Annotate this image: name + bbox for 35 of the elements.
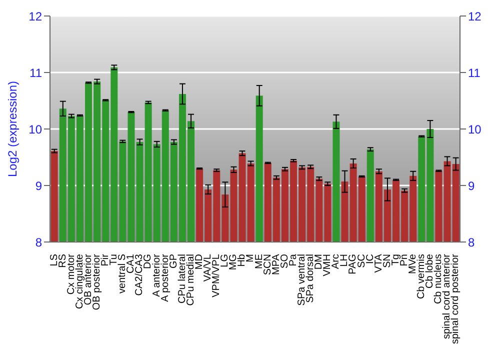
x-tick-label: ME	[254, 254, 265, 269]
x-tick-label: M	[245, 254, 256, 262]
y-tick-label: 8	[35, 235, 42, 250]
x-tick-label: Pa	[288, 254, 299, 266]
y2-tick-label: 9	[468, 178, 475, 193]
y2-tick-label: 8	[468, 235, 475, 250]
y-tick-label: 10	[28, 122, 42, 136]
x-tick-label: SO	[279, 254, 290, 268]
y2-tick-label: 11	[468, 66, 481, 80]
x-tick-label: Tg	[390, 254, 402, 266]
x-tick-label: VTA	[373, 254, 384, 273]
x-tick-label: CPu medial	[185, 254, 196, 306]
y2-tick-label: 10	[468, 122, 482, 136]
y-tick-label: 12	[28, 9, 42, 24]
x-tick-label: OB anterior	[82, 253, 94, 306]
x-tick-label: A posterior	[160, 253, 171, 302]
x-tick-label: SC	[356, 254, 368, 268]
x-tick-label: Pn	[398, 254, 410, 266]
x-tick-label: MPA	[270, 254, 282, 275]
y2-tick-label: 12	[468, 9, 482, 24]
x-tick-label: IC	[364, 254, 376, 264]
x-tick-label: SCN	[262, 254, 274, 276]
x-tick-label: SN	[382, 254, 393, 268]
x-tick-label: DG	[142, 254, 154, 269]
y-tick-label: 11	[30, 66, 42, 80]
x-tick-label: GP	[168, 254, 180, 268]
y-tick-label: 9	[35, 178, 42, 193]
x-tick-label: spinal cord posterior	[450, 253, 462, 344]
x-tick-label: A anterior	[151, 253, 162, 297]
y-axis-title: Log2 (expression)	[5, 80, 20, 178]
x-tick-label: PAG	[348, 254, 359, 274]
x-tick-label: Cx cingulate	[74, 254, 86, 310]
x-tick-label: OB posterior	[91, 253, 102, 310]
x-tick-label: LS	[48, 254, 60, 266]
x-tick-label: RS	[57, 254, 68, 268]
